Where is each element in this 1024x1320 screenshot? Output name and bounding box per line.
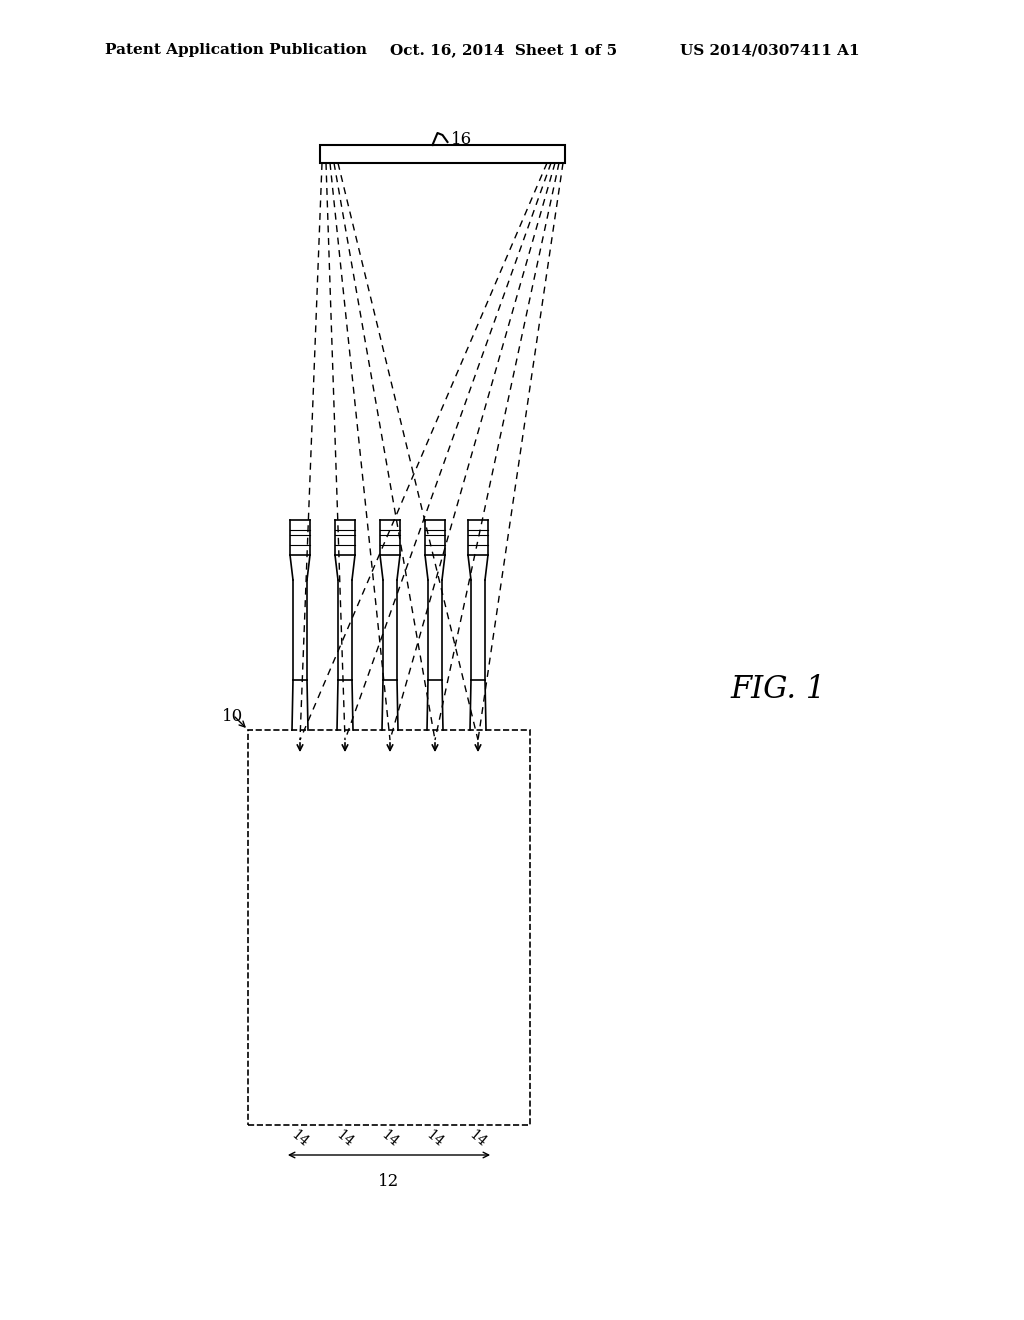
Text: US 2014/0307411 A1: US 2014/0307411 A1 bbox=[680, 44, 859, 57]
Text: 10: 10 bbox=[222, 708, 243, 725]
Text: Patent Application Publication: Patent Application Publication bbox=[105, 44, 367, 57]
Text: 14: 14 bbox=[289, 1127, 311, 1150]
Bar bbox=[248, 730, 530, 1125]
Text: Oct. 16, 2014  Sheet 1 of 5: Oct. 16, 2014 Sheet 1 of 5 bbox=[390, 44, 617, 57]
Bar bbox=[319, 145, 565, 162]
Text: FIG. 1: FIG. 1 bbox=[730, 675, 825, 705]
Text: 14: 14 bbox=[467, 1127, 489, 1150]
Text: 12: 12 bbox=[379, 1173, 399, 1191]
Text: 14: 14 bbox=[379, 1127, 401, 1150]
Text: 14: 14 bbox=[424, 1127, 446, 1150]
Text: 14: 14 bbox=[334, 1127, 356, 1150]
Text: 16: 16 bbox=[451, 132, 472, 149]
